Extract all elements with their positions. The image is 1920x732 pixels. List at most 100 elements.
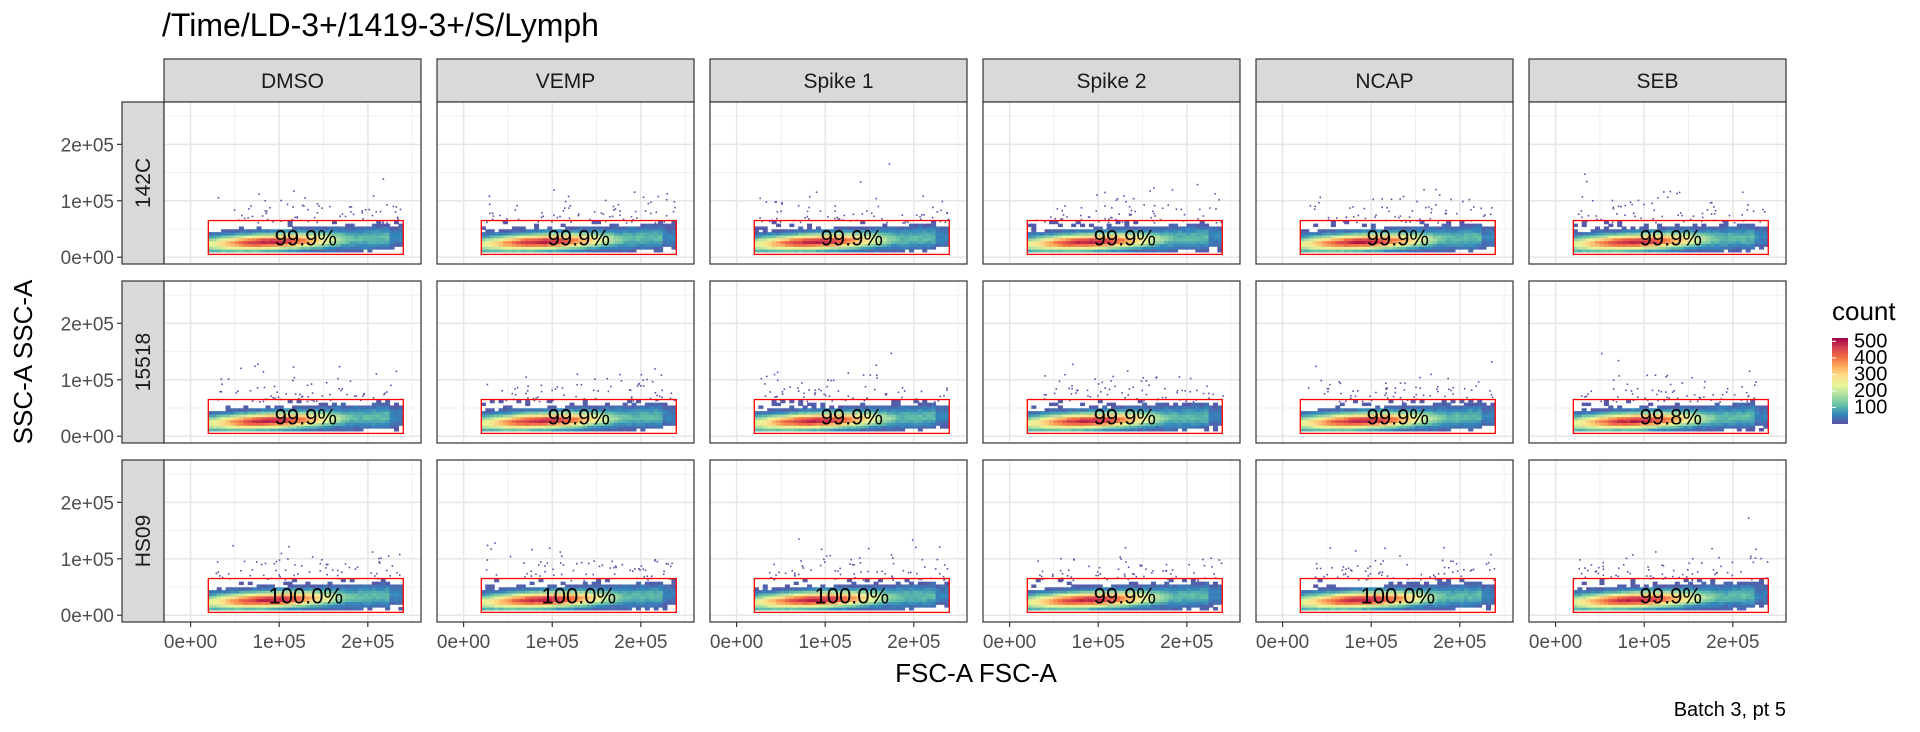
density-cell xyxy=(1159,422,1165,426)
density-cell xyxy=(1330,232,1336,236)
density-cell xyxy=(1080,428,1086,432)
density-cell xyxy=(776,237,782,242)
density-cell xyxy=(1150,240,1156,244)
density-cell xyxy=(820,408,826,412)
density-cell xyxy=(1031,240,1037,244)
density-cell xyxy=(327,243,333,247)
density-cell xyxy=(1692,232,1698,236)
density-cell xyxy=(635,226,641,230)
density-cell xyxy=(393,425,400,429)
density-cell xyxy=(529,240,535,244)
density-cell xyxy=(256,243,262,247)
sparse-event xyxy=(808,206,810,209)
density-cell xyxy=(269,232,275,236)
density-cell xyxy=(1437,229,1443,233)
density-cell xyxy=(367,246,373,250)
density-cell xyxy=(1102,416,1108,421)
density-cell xyxy=(1040,411,1046,415)
density-cell xyxy=(398,229,404,233)
density-cell xyxy=(877,405,883,409)
sparse-event xyxy=(866,210,868,212)
sparse-event xyxy=(1741,214,1744,216)
density-cell xyxy=(1590,237,1596,242)
sparse-event xyxy=(1124,396,1126,399)
density-cell xyxy=(939,234,946,239)
density-cell xyxy=(1472,237,1478,242)
density-cell xyxy=(534,234,540,239)
density-cell xyxy=(1353,413,1359,418)
density-cell xyxy=(498,237,504,242)
density-cell xyxy=(485,425,491,429)
density-cell xyxy=(327,408,333,412)
sparse-event xyxy=(486,221,488,224)
density-cell xyxy=(327,411,333,415)
density-cell xyxy=(591,220,597,225)
density-cell xyxy=(556,408,562,412)
density-cell xyxy=(323,413,329,418)
density-cell xyxy=(393,232,400,236)
density-cell xyxy=(565,428,571,432)
density-cell xyxy=(547,413,553,418)
density-cell xyxy=(529,243,535,247)
sparse-event xyxy=(1419,218,1421,221)
density-cell xyxy=(345,428,351,432)
density-cell xyxy=(560,416,566,421)
density-cell xyxy=(771,411,777,415)
density-cell xyxy=(1330,243,1336,247)
density-cell xyxy=(618,234,624,239)
sparse-event xyxy=(1125,200,1127,203)
strip-background xyxy=(436,58,695,103)
density-cell xyxy=(1128,240,1134,244)
density-cell xyxy=(1308,425,1314,429)
density-cell xyxy=(1057,428,1063,432)
density-cell xyxy=(283,413,289,418)
sparse-event xyxy=(1097,383,1100,385)
density-cell xyxy=(753,232,759,236)
density-cell xyxy=(230,411,236,415)
density-cell xyxy=(771,249,777,253)
density-cell xyxy=(613,405,619,409)
density-cell xyxy=(658,226,664,230)
density-cell xyxy=(503,220,509,225)
density-cell xyxy=(1155,416,1161,421)
density-cell xyxy=(1415,232,1421,236)
density-cell xyxy=(1397,232,1403,236)
density-cell xyxy=(649,402,655,407)
density-cell xyxy=(1701,240,1707,244)
density-cell xyxy=(922,226,928,230)
density-cell xyxy=(926,416,932,421)
density-cell xyxy=(1084,416,1090,421)
density-cell xyxy=(1053,422,1059,426)
sparse-event xyxy=(1118,213,1120,215)
density-cell xyxy=(1088,413,1094,418)
density-cell xyxy=(340,243,346,247)
density-cell xyxy=(1308,232,1314,236)
density-cell xyxy=(1590,243,1596,247)
sparse-event xyxy=(265,210,268,213)
sparse-event xyxy=(759,217,761,219)
density-cell xyxy=(503,425,509,429)
sparse-event xyxy=(656,394,658,397)
density-cell xyxy=(864,237,870,242)
density-cell xyxy=(1195,232,1201,236)
density-cell xyxy=(1335,422,1341,426)
density-cell xyxy=(494,243,500,247)
sparse-event xyxy=(1123,195,1125,197)
density-cell xyxy=(1195,226,1201,230)
density-cell xyxy=(1758,237,1765,242)
sparse-event xyxy=(527,385,529,387)
density-cell xyxy=(573,249,579,253)
sparse-event xyxy=(1706,209,1709,211)
density-cell xyxy=(600,243,606,247)
density-cells xyxy=(207,178,404,253)
density-cell xyxy=(1080,243,1086,247)
sparse-event xyxy=(1145,380,1148,382)
density-cell xyxy=(811,237,817,242)
density-cell xyxy=(935,405,941,409)
density-cell xyxy=(1057,416,1063,421)
sparse-event xyxy=(632,219,635,221)
density-cell xyxy=(913,408,919,412)
sparse-event xyxy=(506,218,508,220)
density-cell xyxy=(292,413,298,418)
density-cell xyxy=(1308,234,1314,239)
